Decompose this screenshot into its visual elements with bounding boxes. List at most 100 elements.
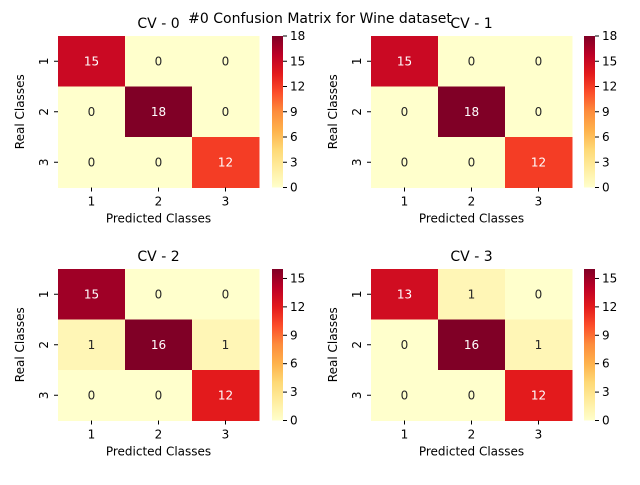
heatmap-cell [371, 319, 439, 371]
cell-value-label: 18 [464, 105, 479, 119]
heatmap-cell [125, 269, 193, 320]
x-tick-label: 1 [88, 428, 96, 442]
colorbar-tick-label: 18 [602, 29, 617, 43]
heatmap-cell [125, 36, 193, 87]
heatmap-cell [438, 319, 506, 371]
cell-value-label: 15 [84, 54, 99, 68]
colorbar-tick-label: 6 [602, 130, 610, 144]
heatmap-cell [125, 319, 193, 371]
heatmap-cell [192, 269, 260, 320]
heatmap-cell [58, 137, 126, 188]
heatmap-cell [371, 86, 439, 138]
cell-value-label: 0 [535, 287, 543, 301]
heatmap-cell [438, 86, 506, 138]
cell-value-label: 0 [401, 155, 409, 169]
x-axis-label: Predicted Classes [419, 445, 524, 459]
heatmap-cell [58, 36, 126, 87]
heatmap-cell [438, 269, 506, 320]
cell-value-label: 0 [401, 388, 409, 402]
cell-value-label: 1 [535, 338, 543, 352]
colorbar-tick-label: 9 [602, 328, 610, 342]
colorbar-tick-label: 0 [290, 181, 298, 195]
cell-value-label: 0 [155, 287, 163, 301]
cell-value-label: 0 [535, 105, 543, 119]
y-tick-label: 3 [350, 158, 364, 166]
heatmap-cell [438, 36, 506, 87]
cell-value-label: 13 [397, 287, 412, 301]
y-tick-label: 2 [350, 108, 364, 116]
colorbar-tick-label: 0 [602, 414, 610, 428]
x-tick-label: 3 [535, 428, 543, 442]
cell-value-label: 12 [218, 155, 233, 169]
colorbar [584, 36, 595, 188]
colorbar-tick-label: 12 [602, 80, 617, 94]
x-tick-label: 3 [222, 428, 230, 442]
colorbar-tick-label: 0 [290, 414, 298, 428]
colorbar [584, 269, 595, 421]
heatmap-cell [505, 36, 573, 87]
colorbar-tick-label: 0 [602, 181, 610, 195]
y-tick-label: 3 [350, 391, 364, 399]
x-tick-label: 1 [401, 195, 409, 209]
y-tick-label: 2 [37, 341, 51, 349]
heatmap-cell [371, 137, 439, 188]
cell-value-label: 0 [222, 287, 230, 301]
cell-value-label: 0 [155, 54, 163, 68]
colorbar-tick-label: 15 [602, 271, 617, 285]
cell-value-label: 0 [88, 105, 96, 119]
cell-value-label: 0 [88, 388, 96, 402]
x-tick-label: 2 [468, 195, 476, 209]
cell-value-label: 1 [222, 338, 230, 352]
colorbar-tick-label: 9 [290, 328, 298, 342]
cell-value-label: 15 [397, 54, 412, 68]
colorbar-tick-label: 6 [290, 130, 298, 144]
cell-value-label: 0 [401, 338, 409, 352]
colorbar-tick-label: 12 [602, 300, 617, 314]
cell-value-label: 0 [535, 54, 543, 68]
cell-value-label: 0 [222, 105, 230, 119]
x-axis-label: Predicted Classes [106, 212, 211, 226]
heatmap-cell [192, 86, 260, 138]
heatmap-cell [438, 370, 506, 421]
heatmap-cell [371, 269, 439, 320]
colorbar-tick-label: 3 [602, 385, 610, 399]
cell-value-label: 12 [531, 155, 546, 169]
colorbar-tick-label: 12 [290, 80, 305, 94]
y-axis-label: Real Classes [326, 74, 340, 149]
cell-value-label: 0 [401, 105, 409, 119]
colorbar-tick-label: 15 [602, 54, 617, 68]
heatmap-cell [58, 370, 126, 421]
heatmap-cell [125, 137, 193, 188]
x-tick-label: 2 [155, 195, 163, 209]
cell-value-label: 0 [468, 54, 476, 68]
y-tick-label: 1 [350, 57, 364, 65]
cell-value-label: 0 [155, 155, 163, 169]
x-tick-label: 1 [401, 428, 409, 442]
colorbar-tick-label: 15 [290, 54, 305, 68]
x-tick-label: 2 [468, 428, 476, 442]
y-axis-label: Real Classes [13, 307, 27, 382]
x-tick-label: 2 [155, 428, 163, 442]
heatmap-cell [125, 86, 193, 138]
y-tick-label: 1 [350, 290, 364, 298]
heatmap-cell [192, 137, 260, 188]
colorbar-tick-label: 3 [290, 155, 298, 169]
cell-value-label: 18 [151, 105, 166, 119]
heatmap-cell [505, 86, 573, 138]
colorbar-tick-label: 3 [602, 155, 610, 169]
colorbar-tick-label: 3 [290, 385, 298, 399]
x-axis-label: Predicted Classes [419, 212, 524, 226]
panel-title: CV - 1 [450, 16, 492, 32]
x-tick-label: 3 [535, 195, 543, 209]
heatmap-cell [438, 137, 506, 188]
cell-value-label: 0 [468, 155, 476, 169]
colorbar-tick-label: 6 [602, 357, 610, 371]
colorbar-tick-label: 9 [290, 105, 298, 119]
cell-value-label: 16 [151, 338, 166, 352]
